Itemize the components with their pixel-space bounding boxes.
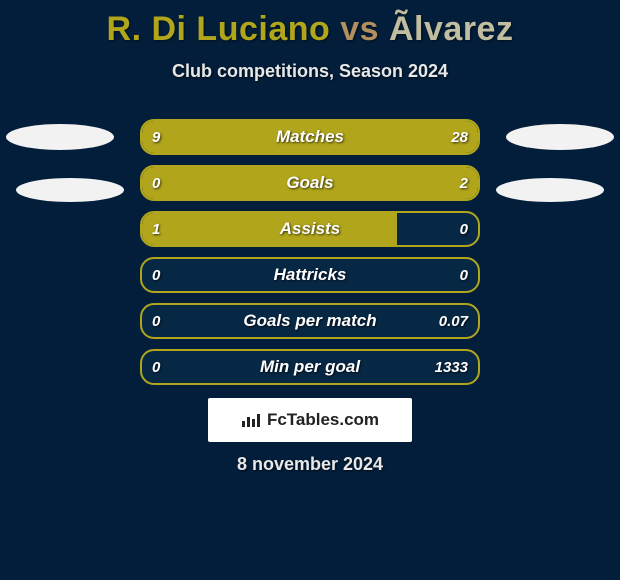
stat-row: 0 1333Min per goal: [140, 349, 480, 385]
subtitle: Club competitions, Season 2024: [0, 61, 620, 82]
stat-value-right: 0: [460, 213, 468, 245]
player2-badge-placeholder: [496, 178, 604, 202]
stat-row: 928Matches: [140, 119, 480, 155]
player2-name: Ãlvarez: [389, 10, 513, 48]
stat-value-right: 0: [460, 259, 468, 291]
stat-label: Min per goal: [142, 351, 478, 383]
bar-fill-left: [142, 167, 202, 199]
vs-label: vs: [340, 10, 379, 48]
stat-row: 0 0Hattricks: [140, 257, 480, 293]
stat-value-left: 0: [152, 351, 160, 383]
stat-value-left: 0: [152, 305, 160, 337]
comparison-title: R. Di Luciano vs Ãlvarez: [0, 0, 620, 49]
chart-icon: [241, 412, 261, 428]
stat-row: 02Goals: [140, 165, 480, 201]
snapshot-date: 8 november 2024: [0, 454, 620, 475]
stat-value-right: 0.07: [439, 305, 468, 337]
stat-value-right: 1333: [435, 351, 468, 383]
player1-name: R. Di Luciano: [107, 10, 331, 48]
player1-avatar-placeholder: [6, 124, 114, 150]
brand-badge: FcTables.com: [208, 398, 412, 442]
bar-fill-right: [202, 167, 478, 199]
stat-row: 10Assists: [140, 211, 480, 247]
player2-avatar-placeholder: [506, 124, 614, 150]
bar-fill-right: [224, 121, 478, 153]
brand-text: FcTables.com: [267, 410, 379, 430]
stat-row: 0 0.07Goals per match: [140, 303, 480, 339]
stat-label: Goals per match: [142, 305, 478, 337]
player1-badge-placeholder: [16, 178, 124, 202]
bar-fill-left: [142, 121, 224, 153]
bar-fill-left: [142, 213, 397, 245]
stat-bars: 928Matches02Goals10Assists00Hattricks00.…: [140, 119, 480, 395]
stat-label: Hattricks: [142, 259, 478, 291]
stat-value-left: 0: [152, 259, 160, 291]
